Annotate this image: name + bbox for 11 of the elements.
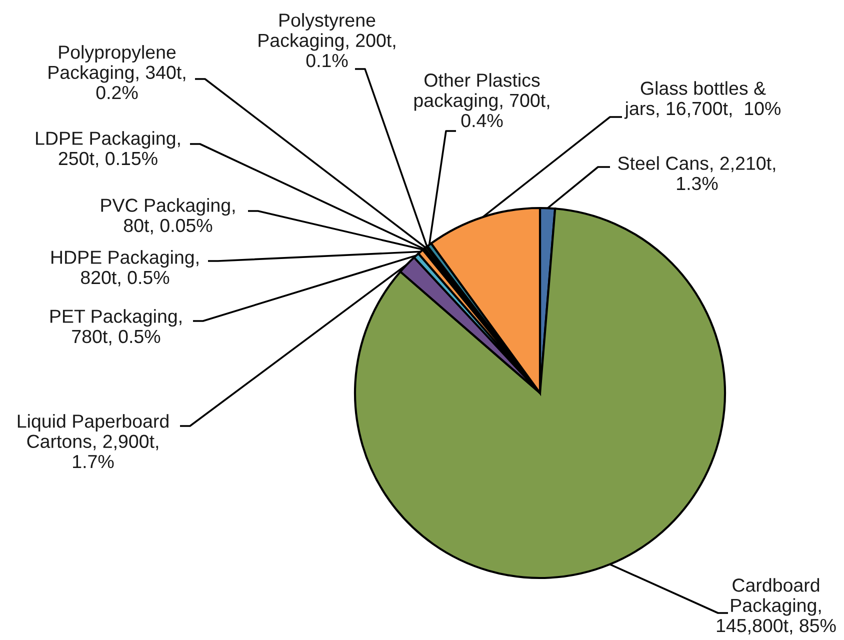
slice-label: Cardboard Packaging, 145,800t, 85% [716,578,836,634]
slice-label: Polypropylene Packaging, 340t, 0.2% [48,45,186,100]
slice-label: HDPE Packaging, 820t, 0.5% [52,250,198,286]
slice-label: Glass bottles & jars, 16,700t, 10% [624,81,781,119]
slice-label: LDPE Packaging, 250t, 0.15% [36,131,180,168]
slice-label: Liquid Paperboard Cartons, 2,900t, 1.7% [18,414,168,468]
slice-label: PET Packaging, 780t, 0.5% [50,309,182,346]
slice-label: PVC Packaging, 80t, 0.05% [101,198,235,234]
slice-label: Other Plastics packaging, 700t, 0.4% [414,73,550,128]
slice-label: Steel Cans, 2,210t, 1.3% [618,156,776,190]
slice-label: Polystyrene Packaging, 200t, 0.1% [258,13,396,68]
